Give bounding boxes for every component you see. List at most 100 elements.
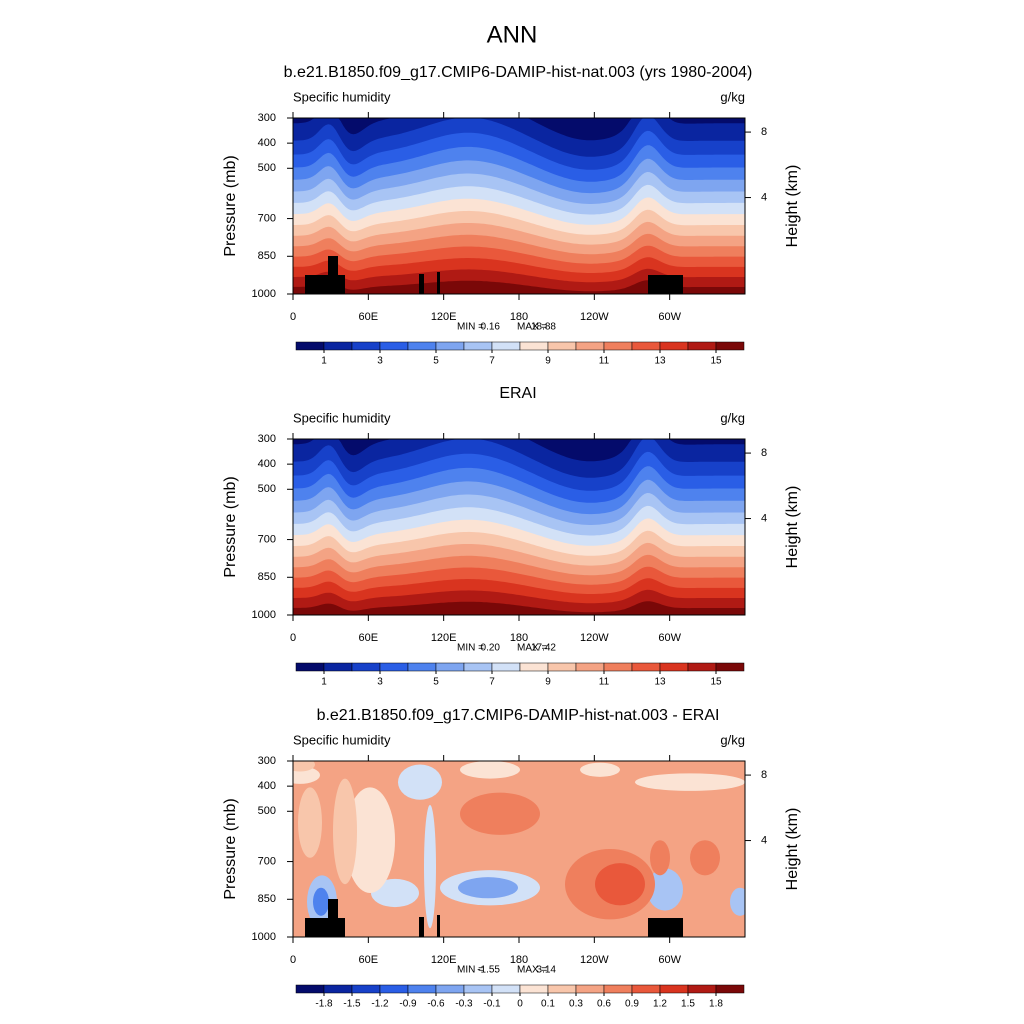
x-tick-label: 120E xyxy=(431,954,457,966)
y-tick-label: 300 xyxy=(258,755,276,767)
colorbar-box xyxy=(715,984,745,994)
y-axis-label: Pressure (mb) xyxy=(222,155,239,256)
colorbar-box xyxy=(323,341,353,351)
contour-region xyxy=(345,787,395,893)
left-title: Specific humidity xyxy=(293,89,391,104)
y-tick-label: 1000 xyxy=(252,288,276,300)
contour-region xyxy=(635,773,745,791)
x-tick-label: 60E xyxy=(359,311,379,323)
y-tick-label: 850 xyxy=(258,250,276,262)
colorbar-box xyxy=(687,984,717,994)
colorbar-label: 13 xyxy=(654,356,666,367)
colorbar-box xyxy=(575,984,605,994)
y-tick-label: 700 xyxy=(258,212,276,224)
contour-region xyxy=(424,805,436,929)
colorbar-box xyxy=(351,984,381,994)
x-tick-label: 60W xyxy=(658,632,681,644)
field xyxy=(293,118,745,294)
colorbar-box xyxy=(463,984,493,994)
panel-title: b.e21.B1850.f09_g17.CMIP6-DAMIP-hist-nat… xyxy=(317,707,720,724)
x-tick-label: 120W xyxy=(580,954,609,966)
y-axis-label: Pressure (mb) xyxy=(222,476,239,577)
contour-region xyxy=(313,887,329,916)
stat-value: 0.20 xyxy=(481,643,501,654)
colorbar-label: -1.8 xyxy=(315,999,333,1010)
left-title: Specific humidity xyxy=(293,732,391,747)
colorbar-label: 1 xyxy=(321,356,327,367)
y-tick-label: 400 xyxy=(258,458,276,470)
stat-label: MIN = xyxy=(457,322,484,333)
contour-region xyxy=(458,877,518,899)
colorbar-label: 1 xyxy=(321,677,327,688)
right-title: g/kg xyxy=(720,732,745,747)
contour-region xyxy=(333,778,357,885)
y-tick-label: 400 xyxy=(258,780,276,792)
y2-tick-label: 8 xyxy=(761,769,767,781)
topography xyxy=(305,275,345,294)
colorbar-box xyxy=(631,662,661,672)
y-axis-label: Pressure (mb) xyxy=(222,798,239,899)
field xyxy=(293,761,745,937)
contour-region xyxy=(371,878,419,908)
colorbar-label: 1.2 xyxy=(653,999,667,1010)
colorbar-box xyxy=(351,662,381,672)
topography xyxy=(419,917,424,937)
colorbar-box xyxy=(715,341,745,351)
colorbar-box xyxy=(435,984,465,994)
colorbar-box xyxy=(575,341,605,351)
contour-region xyxy=(293,761,315,772)
colorbar-box xyxy=(435,662,465,672)
y2-axis-label: Height (km) xyxy=(784,486,801,569)
y-tick-label: 500 xyxy=(258,805,276,817)
y-tick-label: 1000 xyxy=(252,609,276,621)
colorbar-box xyxy=(687,341,717,351)
colorbar-box xyxy=(519,341,549,351)
colorbar-box xyxy=(491,341,521,351)
contour-band xyxy=(293,280,745,294)
colorbar-box xyxy=(547,662,577,672)
colorbar-box xyxy=(463,662,493,672)
contour-region xyxy=(650,840,670,876)
y2-tick-label: 8 xyxy=(761,126,767,138)
x-tick-label: 120W xyxy=(580,311,609,323)
stat-label: MIN = xyxy=(457,965,484,976)
colorbar-box xyxy=(407,341,437,351)
colorbar-box xyxy=(575,662,605,672)
colorbar-label: -0.6 xyxy=(427,999,445,1010)
y2-tick-label: 8 xyxy=(761,447,767,459)
x-tick-label: 60W xyxy=(658,311,681,323)
stat-label: MIN = xyxy=(457,643,484,654)
topography xyxy=(648,275,683,294)
topography xyxy=(305,918,345,937)
contour-band xyxy=(293,601,745,615)
colorbar-box xyxy=(407,984,437,994)
panel-title: b.e21.B1850.f09_g17.CMIP6-DAMIP-hist-nat… xyxy=(284,64,753,81)
colorbar-label: 0.9 xyxy=(625,999,639,1010)
stat-value: -1.55 xyxy=(477,965,500,976)
colorbar-box xyxy=(547,341,577,351)
colorbar-box xyxy=(295,341,325,351)
y-tick-label: 300 xyxy=(258,112,276,124)
colorbar-label: 0.3 xyxy=(569,999,583,1010)
colorbar-label: 0.1 xyxy=(541,999,555,1010)
colorbar-box xyxy=(631,341,661,351)
colorbar-box xyxy=(659,984,689,994)
stat-label: MAX = xyxy=(517,965,547,976)
y2-tick-label: 4 xyxy=(761,512,767,524)
x-tick-label: 180 xyxy=(510,311,528,323)
y-tick-label: 500 xyxy=(258,162,276,174)
y-tick-label: 700 xyxy=(258,533,276,545)
colorbar-box xyxy=(687,662,717,672)
colorbar-label: -0.9 xyxy=(399,999,417,1010)
colorbar-box xyxy=(603,341,633,351)
colorbar-box xyxy=(603,984,633,994)
colorbar-label: 15 xyxy=(710,677,722,688)
x-tick-label: 120E xyxy=(431,632,457,644)
topography xyxy=(328,899,338,937)
colorbar-box xyxy=(659,341,689,351)
topography xyxy=(328,256,338,294)
y-tick-label: 500 xyxy=(258,483,276,495)
contour-region xyxy=(690,840,720,876)
x-tick-label: 120W xyxy=(580,632,609,644)
colorbar-label: -0.3 xyxy=(455,999,473,1010)
